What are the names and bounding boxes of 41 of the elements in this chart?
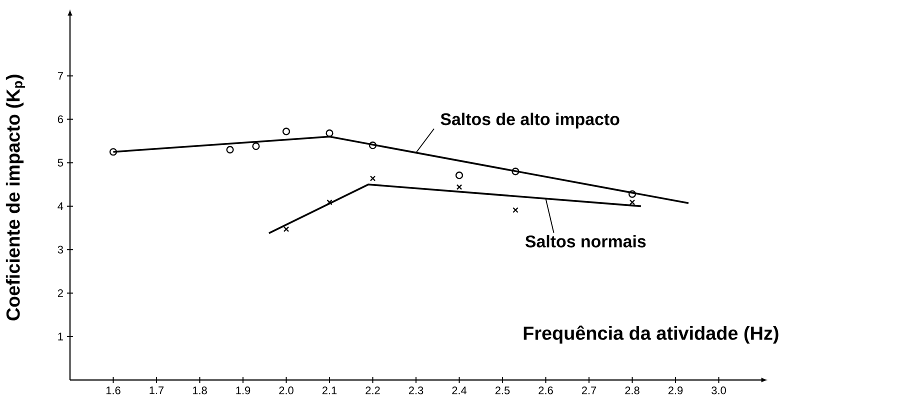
x-tick-label: 2.1 — [322, 386, 337, 394]
point — [368, 142, 377, 150]
point — [282, 128, 290, 136]
x-tick-label: 1.7 — [150, 386, 164, 394]
point — [326, 129, 334, 137]
point — [109, 148, 118, 156]
x-tick-label: 2.7 — [582, 386, 596, 394]
x-tick-label: 3.0 — [712, 386, 726, 394]
x-axis-title: Frequência da atividade (Hz) — [524, 326, 778, 344]
x-tick-label: 2.3 — [408, 386, 424, 394]
x-tick-label: 2.8 — [625, 386, 640, 394]
x-tick-label: 1.6 — [106, 386, 120, 394]
point — [456, 184, 462, 190]
annotation: Saltos de alto impacto — [440, 112, 620, 129]
y-tick-label: 5 — [58, 158, 64, 167]
point — [252, 142, 260, 150]
point — [512, 207, 518, 213]
point — [455, 172, 464, 180]
point — [512, 168, 520, 176]
annotation: Saltos normais — [525, 235, 646, 248]
y-tick-label: 6 — [58, 115, 63, 124]
y-tick-label: 4 — [58, 202, 64, 210]
point — [370, 176, 376, 182]
y-tick-label: 1 — [58, 332, 63, 340]
point — [629, 199, 636, 206]
x-tick-label: 1.9 — [236, 386, 250, 394]
y-tick-label: 2 — [58, 289, 63, 297]
point — [226, 146, 234, 154]
point — [283, 226, 290, 232]
x-tick-label: 1.8 — [192, 386, 207, 394]
point — [628, 190, 636, 198]
x-tick-label: 2.2 — [366, 386, 380, 394]
x-tick-label: 2.6 — [538, 386, 553, 394]
y-tick-label: 7 — [58, 72, 63, 80]
x-tick-label: 2.9 — [668, 386, 683, 394]
x-tick-label: 2.0 — [279, 386, 294, 394]
y-tick-label: 3 — [58, 246, 63, 254]
y-axis-title: Coeficiente de impacto (K$_{p}$) — [6, 74, 25, 320]
x-tick-label: 2.4 — [452, 386, 467, 394]
point — [326, 199, 332, 206]
x-tick-label: 2.5 — [495, 386, 510, 394]
